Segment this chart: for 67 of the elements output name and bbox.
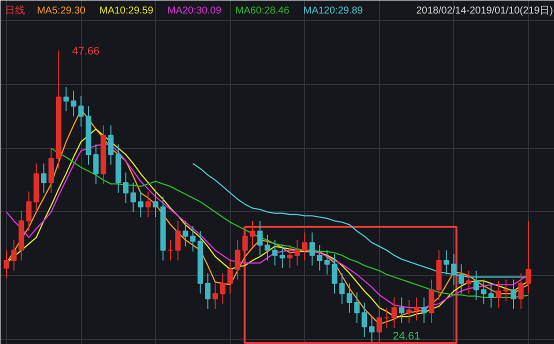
- candlestick: [391, 296, 397, 329]
- candlestick: [369, 316, 375, 343]
- candlestick: [257, 220, 263, 256]
- text: MA20:30.09: [167, 5, 222, 16]
- candlestick: [518, 272, 524, 310]
- candlestick: [123, 172, 128, 204]
- candlestick: [451, 254, 457, 286]
- candlestick: [130, 182, 136, 212]
- candlestick: [354, 292, 360, 324]
- candlestick: [41, 163, 46, 194]
- candlestick: [190, 226, 196, 252]
- candlestick: [526, 220, 532, 294]
- candlestick: [398, 296, 404, 324]
- candlestick: [138, 191, 144, 218]
- candlestick: [287, 244, 293, 269]
- candlestick: [205, 272, 211, 310]
- candlestick: [488, 282, 494, 308]
- text: MA60:28.46: [235, 5, 290, 16]
- candlestick: [234, 240, 240, 280]
- candlestick: [309, 232, 315, 266]
- candlestick: [444, 250, 450, 275]
- text: MA5:29.30: [36, 5, 86, 16]
- candlestick: [93, 144, 99, 184]
- candlestick: [302, 232, 308, 261]
- candlestick: [339, 272, 345, 304]
- candlestick: [26, 191, 32, 232]
- candlestick: [70, 90, 76, 117]
- candlestick: [503, 279, 509, 302]
- candlestick: [414, 296, 420, 321]
- candlestick: [480, 279, 486, 304]
- candlestick: [227, 258, 233, 294]
- chart-subtitle: 2018/02/14-2019/01/10(219日): [416, 5, 554, 16]
- candlestick: [421, 296, 427, 324]
- annotation: 24.61: [392, 330, 420, 343]
- candlestick: [362, 302, 368, 338]
- candlestick: [212, 282, 218, 310]
- candlestick: [376, 307, 382, 344]
- candlestick: [294, 240, 300, 266]
- candlestick: [280, 244, 286, 269]
- text: MA120:29.89: [303, 5, 364, 16]
- candlestick: [250, 220, 256, 247]
- candlestick: [4, 250, 10, 279]
- text: MA10:29.59: [99, 5, 154, 16]
- candlestick: [264, 234, 270, 261]
- candlestick: [63, 86, 69, 112]
- candlestick: [145, 191, 151, 218]
- candlestick: [152, 191, 158, 218]
- candlestick: [466, 270, 472, 294]
- candlestick: [458, 264, 464, 294]
- candlestick: [496, 280, 502, 308]
- candlestick: [242, 226, 248, 261]
- candlestick: [332, 254, 338, 294]
- candlestick: [316, 244, 322, 272]
- candlestick: [78, 95, 84, 128]
- candlestick: [272, 240, 278, 266]
- candlestick: [473, 270, 479, 300]
- candlestick: [428, 279, 434, 324]
- candlestick: [220, 272, 226, 304]
- candlestick: [346, 282, 352, 314]
- annotation: 47.66: [72, 45, 100, 58]
- candlestick: [182, 220, 188, 247]
- candlestick: [108, 124, 114, 166]
- chart-title: 日线: [4, 4, 25, 16]
- candlestick: [175, 220, 181, 261]
- candlestick: [11, 240, 17, 272]
- candlestick: [406, 299, 412, 324]
- candlestick: [324, 250, 330, 275]
